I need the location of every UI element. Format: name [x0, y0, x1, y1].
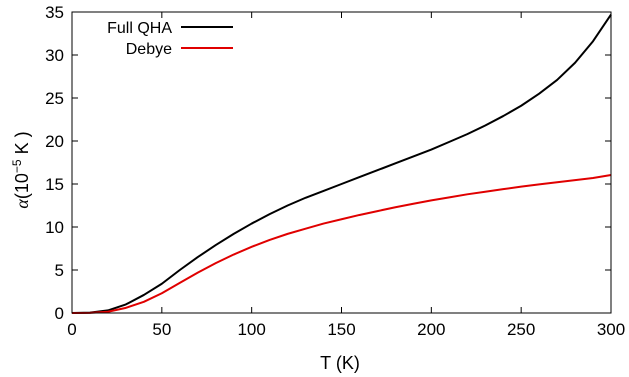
y-tick-label: 5	[55, 261, 64, 280]
x-tick-label: 250	[507, 320, 535, 339]
x-axis-label: T (K)	[320, 353, 360, 373]
y-tick-label: 30	[45, 46, 64, 65]
y-tick-label: 0	[55, 304, 64, 323]
y-tick-label: 10	[45, 218, 64, 237]
legend-label-debye: Debye	[126, 41, 172, 58]
tick-labels: 0 50 100 150 200 250 300 0 5 10 15 20 25 30 35	[45, 3, 625, 339]
series-line-debye	[71, 173, 612, 314]
series-layer	[71, 14, 612, 314]
series-line-full-qha	[71, 14, 612, 314]
y-axis-label-close: K )	[12, 131, 32, 159]
x-tick-label: 150	[327, 320, 355, 339]
x-tick-label: 300	[597, 320, 625, 339]
x-tick-label: 50	[152, 320, 171, 339]
y-tick-label: 20	[45, 132, 64, 151]
x-tick-label: 0	[67, 320, 76, 339]
y-axis-label-open: (10	[12, 173, 32, 199]
x-tick-label: 200	[417, 320, 445, 339]
y-axis-label-exp: −5	[10, 159, 24, 173]
y-axis-label-symbol: α	[12, 199, 32, 209]
legend: Full QHA Debye	[107, 20, 233, 58]
y-tick-label: 15	[45, 175, 64, 194]
y-axis-label: α(10−5 K )	[10, 131, 32, 208]
plot-frame	[71, 11, 612, 314]
y-tick-label: 35	[45, 3, 64, 22]
x-tick-label: 100	[237, 320, 265, 339]
legend-label-full-qha: Full QHA	[107, 20, 172, 37]
y-tick-label: 25	[45, 89, 64, 108]
